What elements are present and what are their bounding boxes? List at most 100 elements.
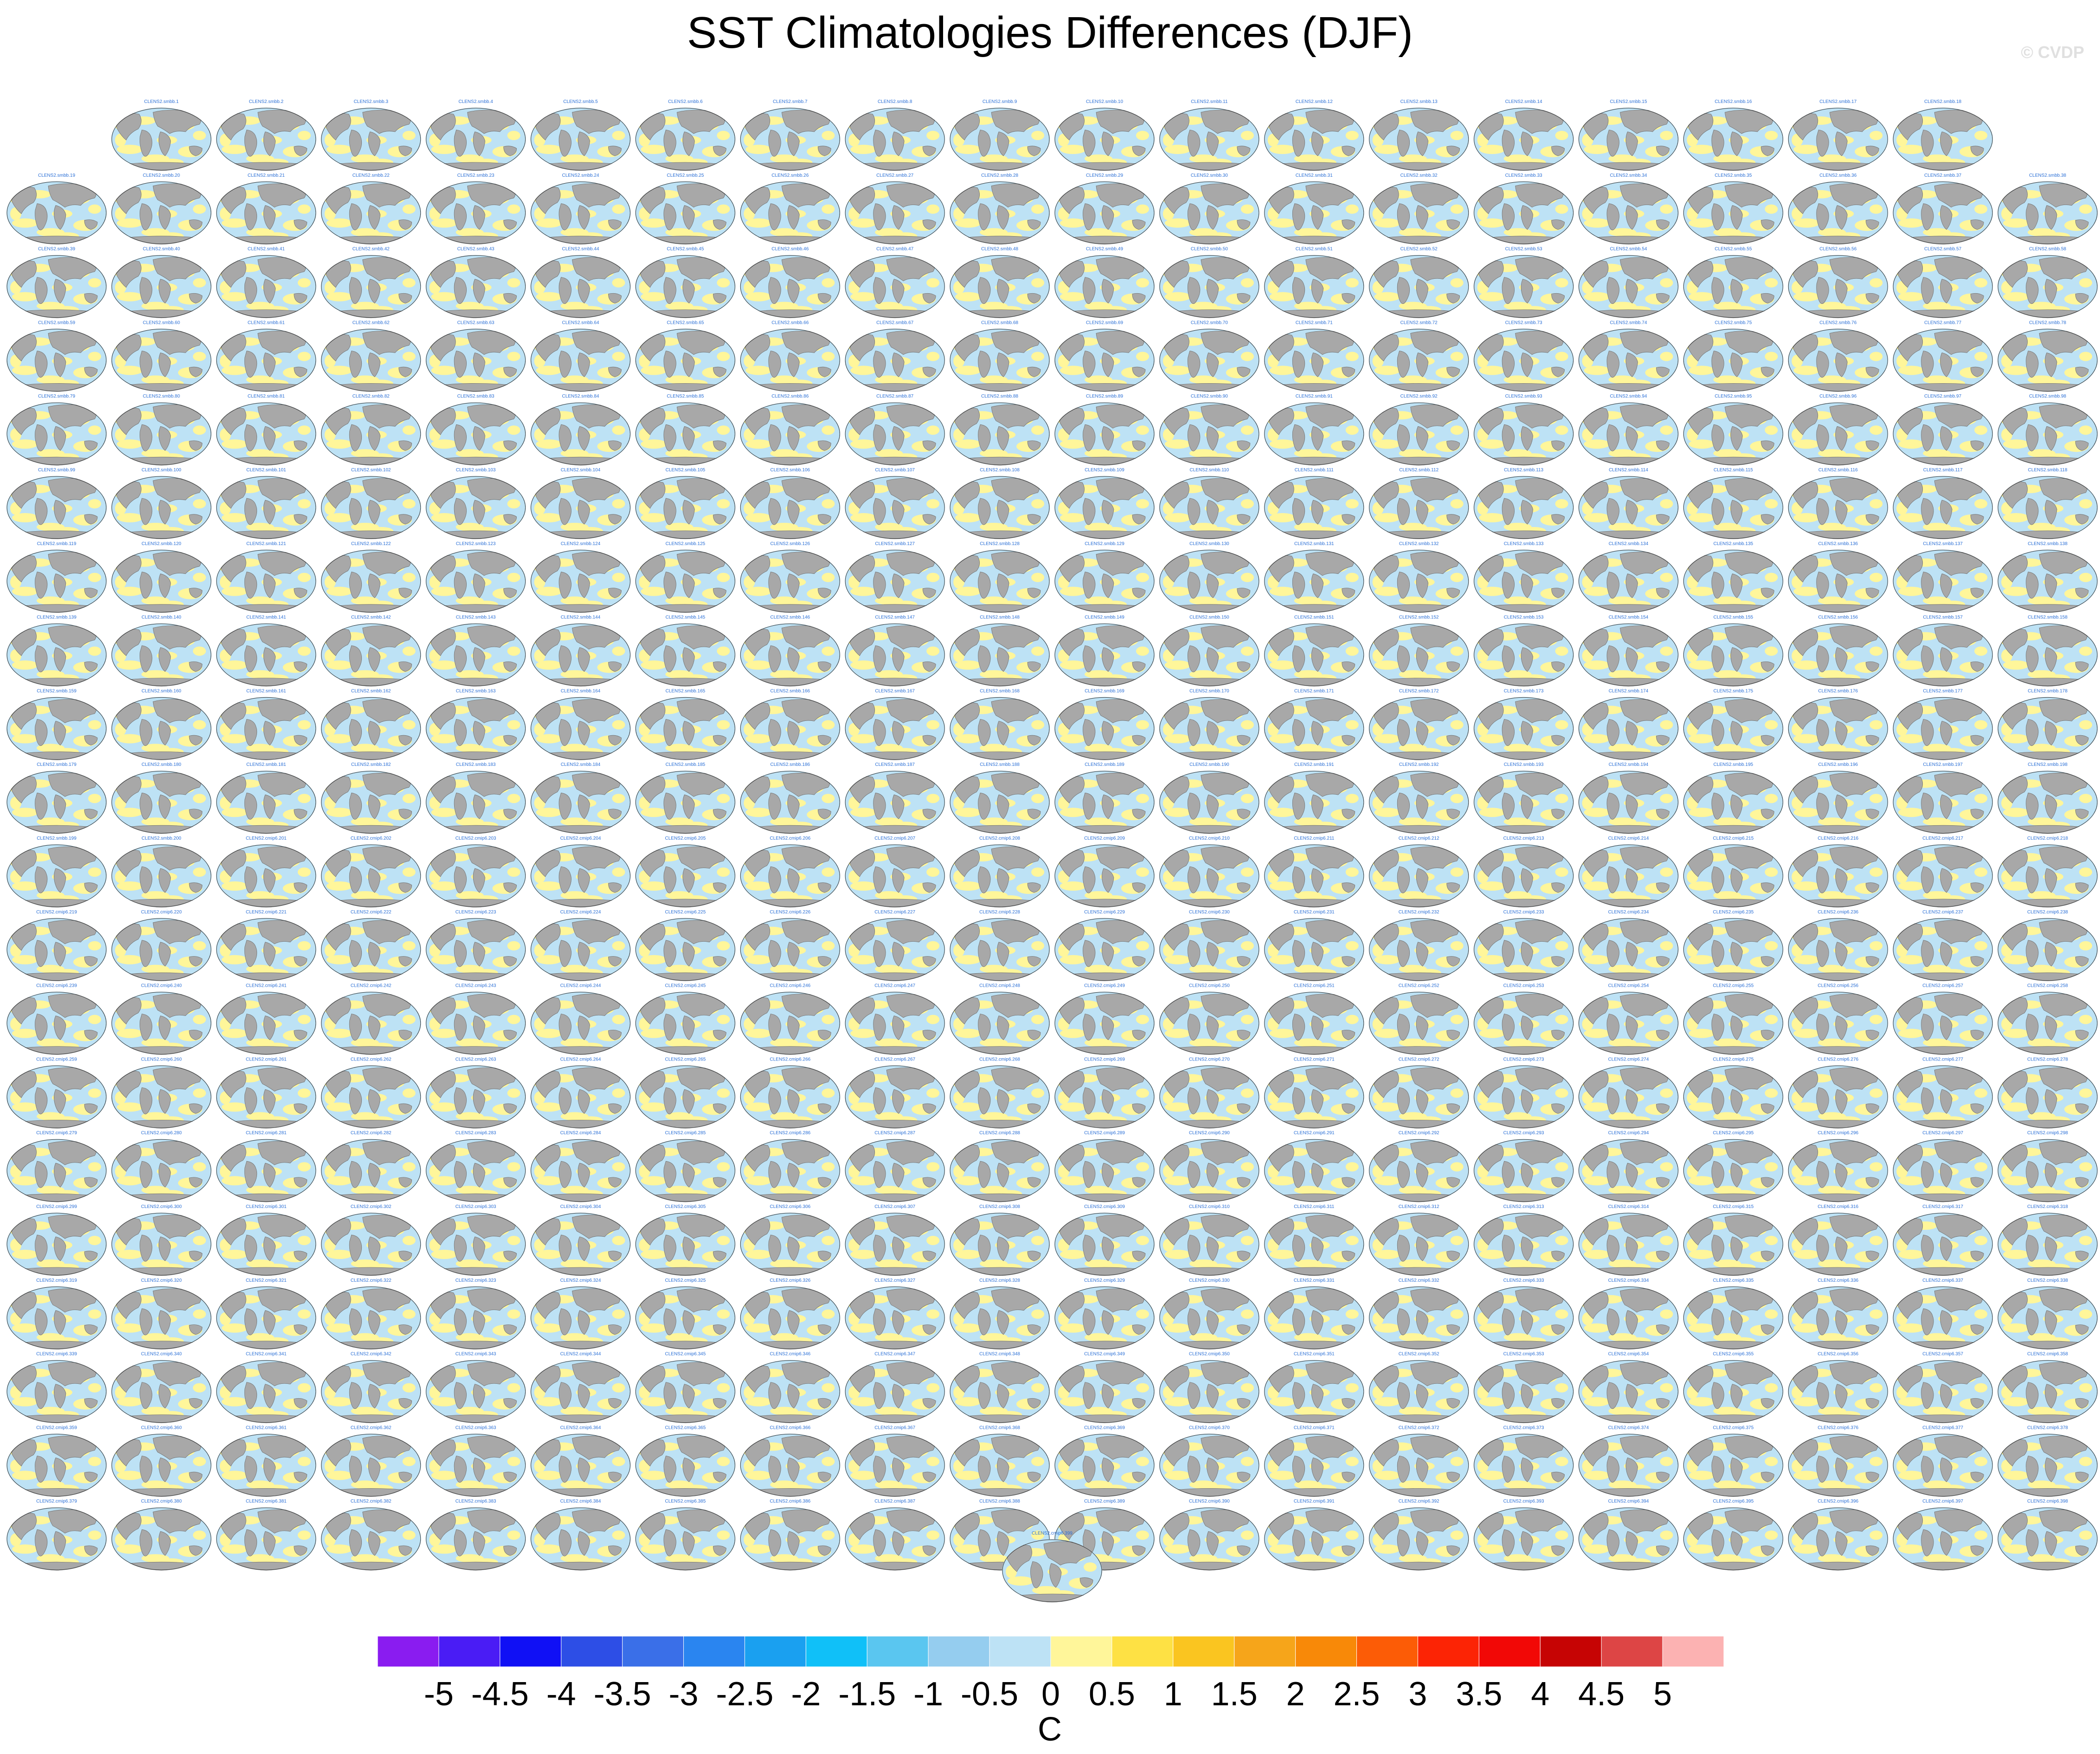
panel-label: CLENS2.cmip6.267 bbox=[874, 1057, 915, 1062]
panel-label: CLENS2.smbb.196 bbox=[1818, 762, 1858, 767]
panel-label: CLENS2.cmip6.289 bbox=[1084, 1131, 1125, 1136]
panel-label: CLENS2.cmip6.228 bbox=[979, 910, 1020, 915]
panel-label: CLENS2.smbb.155 bbox=[1714, 615, 1753, 620]
panel-63: CLENS2.smbb.63 bbox=[426, 320, 526, 392]
world-map bbox=[216, 108, 316, 171]
panel-89: CLENS2.smbb.89 bbox=[1054, 394, 1155, 465]
panel-label: CLENS2.smbb.164 bbox=[561, 688, 601, 694]
panel-371: CLENS2.cmip6.371 bbox=[1264, 1425, 1364, 1497]
panel-129: CLENS2.smbb.129 bbox=[1054, 541, 1155, 613]
panel-label: CLENS2.cmip6.290 bbox=[1189, 1131, 1230, 1136]
panel-label: CLENS2.smbb.135 bbox=[1714, 541, 1753, 546]
panel-75: CLENS2.smbb.75 bbox=[1683, 320, 1783, 392]
panel-249: CLENS2.cmip6.249 bbox=[1054, 983, 1155, 1055]
world-map bbox=[426, 402, 526, 465]
panel-39: CLENS2.smbb.39 bbox=[6, 247, 107, 318]
panel-label: CLENS2.smbb.71 bbox=[1296, 320, 1333, 325]
panel-label: CLENS2.cmip6.252 bbox=[1399, 983, 1439, 989]
panel-label: CLENS2.cmip6.235 bbox=[1713, 910, 1753, 915]
panel-label: CLENS2.cmip6.311 bbox=[1294, 1204, 1335, 1209]
panel-207: CLENS2.cmip6.207 bbox=[845, 836, 945, 907]
panel-label: CLENS2.cmip6.292 bbox=[1399, 1131, 1439, 1136]
world-map bbox=[1159, 844, 1259, 907]
panel-121: CLENS2.smbb.121 bbox=[216, 541, 316, 613]
panel-178: CLENS2.smbb.178 bbox=[1997, 688, 2098, 760]
panel-331: CLENS2.cmip6.331 bbox=[1264, 1278, 1364, 1349]
panel-173: CLENS2.smbb.173 bbox=[1474, 688, 1574, 760]
world-map bbox=[1788, 108, 1888, 171]
panel-label: CLENS2.cmip6.340 bbox=[141, 1352, 182, 1357]
panel-label: CLENS2.smbb.38 bbox=[2029, 173, 2066, 178]
panel-248: CLENS2.cmip6.248 bbox=[950, 983, 1050, 1055]
panel-label: CLENS2.cmip6.278 bbox=[2027, 1057, 2068, 1062]
panel-label: CLENS2.smbb.35 bbox=[1715, 173, 1752, 178]
panel-label: CLENS2.cmip6.258 bbox=[2027, 983, 2068, 989]
panel-label: CLENS2.smbb.95 bbox=[1715, 394, 1752, 399]
panel-339: CLENS2.cmip6.339 bbox=[6, 1352, 107, 1423]
world-map bbox=[1264, 771, 1364, 834]
world-map bbox=[1893, 771, 1993, 834]
world-map bbox=[1997, 1286, 2098, 1349]
panel-396: CLENS2.cmip6.396 bbox=[1788, 1499, 1888, 1570]
panel-label: CLENS2.cmip6.379 bbox=[36, 1499, 77, 1504]
panel-label: CLENS2.cmip6.215 bbox=[1713, 836, 1753, 841]
panel-336: CLENS2.cmip6.336 bbox=[1788, 1278, 1888, 1349]
world-map bbox=[740, 255, 840, 318]
panel-343: CLENS2.cmip6.343 bbox=[426, 1352, 526, 1423]
world-map bbox=[1369, 1360, 1469, 1423]
panel-label: CLENS2.smbb.41 bbox=[248, 247, 285, 252]
panel-174: CLENS2.smbb.174 bbox=[1579, 688, 1679, 760]
panel-label: CLENS2.smbb.163 bbox=[456, 688, 496, 694]
panel-label: CLENS2.smbb.1 bbox=[144, 99, 179, 104]
panel-214: CLENS2.cmip6.214 bbox=[1579, 836, 1679, 907]
panel-label: CLENS2.smbb.146 bbox=[770, 615, 810, 620]
world-map bbox=[111, 697, 212, 760]
world-map bbox=[321, 1139, 421, 1202]
world-map bbox=[1579, 844, 1679, 907]
panel-38: CLENS2.smbb.38 bbox=[1997, 173, 2098, 244]
panel-280: CLENS2.cmip6.280 bbox=[111, 1131, 212, 1202]
panel-label: CLENS2.smbb.85 bbox=[667, 394, 704, 399]
panel-label: CLENS2.cmip6.213 bbox=[1503, 836, 1544, 841]
panel-15: CLENS2.smbb.15 bbox=[1579, 99, 1679, 171]
panel-label: CLENS2.smbb.3 bbox=[353, 99, 388, 104]
panel-41: CLENS2.smbb.41 bbox=[216, 247, 316, 318]
world-map bbox=[635, 992, 735, 1055]
panel-label: CLENS2.smbb.175 bbox=[1714, 688, 1753, 694]
world-map bbox=[845, 697, 945, 760]
world-map bbox=[426, 844, 526, 907]
panel-label: CLENS2.smbb.138 bbox=[2028, 541, 2068, 546]
panel-label: CLENS2.cmip6.367 bbox=[874, 1425, 915, 1430]
world-map bbox=[635, 1507, 735, 1570]
panel-label: CLENS2.cmip6.204 bbox=[560, 836, 601, 841]
panel-label: CLENS2.smbb.18 bbox=[1924, 99, 1961, 104]
panel-21: CLENS2.smbb.21 bbox=[216, 173, 316, 244]
world-map bbox=[426, 1286, 526, 1349]
world-map bbox=[1893, 1213, 1993, 1276]
world-map bbox=[1788, 476, 1888, 539]
panel-348: CLENS2.cmip6.348 bbox=[950, 1352, 1050, 1423]
world-map bbox=[1893, 992, 1993, 1055]
panel-115: CLENS2.smbb.115 bbox=[1683, 468, 1783, 539]
panel-label: CLENS2.smbb.180 bbox=[141, 762, 181, 767]
panel-label: CLENS2.cmip6.270 bbox=[1189, 1057, 1230, 1062]
world-map bbox=[1264, 844, 1364, 907]
panel-237: CLENS2.cmip6.237 bbox=[1893, 910, 1993, 981]
panel-346: CLENS2.cmip6.346 bbox=[740, 1352, 840, 1423]
world-map bbox=[6, 255, 107, 318]
panel-384: CLENS2.cmip6.384 bbox=[531, 1499, 631, 1570]
panel-175: CLENS2.smbb.175 bbox=[1683, 688, 1783, 760]
world-map bbox=[531, 328, 631, 392]
panel-label: CLENS2.smbb.81 bbox=[248, 394, 285, 399]
panel-25: CLENS2.smbb.25 bbox=[635, 173, 735, 244]
panel-61: CLENS2.smbb.61 bbox=[216, 320, 316, 392]
world-map bbox=[1369, 844, 1469, 907]
panel-99: CLENS2.smbb.99 bbox=[6, 468, 107, 539]
panel-label: CLENS2.smbb.45 bbox=[667, 247, 704, 252]
panel-221: CLENS2.cmip6.221 bbox=[216, 910, 316, 981]
panel-label: CLENS2.cmip6.245 bbox=[665, 983, 706, 989]
world-map bbox=[1054, 108, 1155, 171]
panel-label: CLENS2.cmip6.339 bbox=[36, 1352, 77, 1357]
world-map bbox=[1579, 1360, 1679, 1423]
